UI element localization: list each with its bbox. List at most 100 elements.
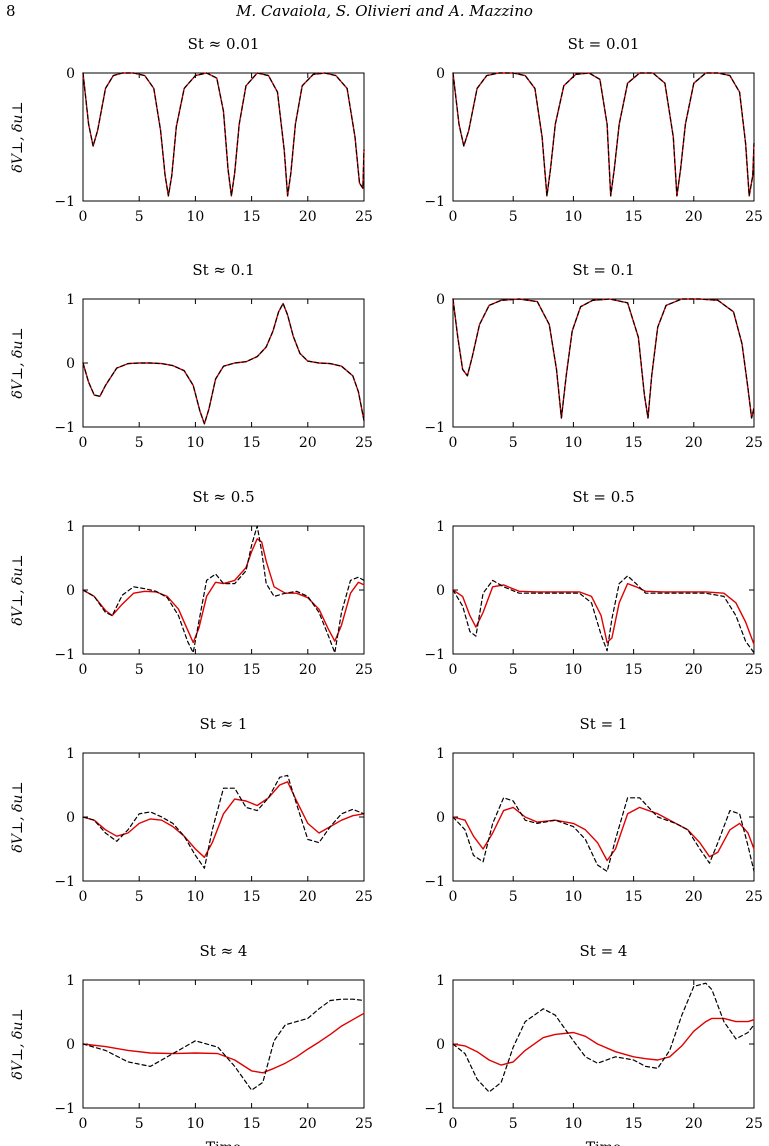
y-tick-label: 0 (66, 66, 75, 82)
x-tick-label: 5 (509, 1116, 518, 1132)
x-tick-label: 25 (745, 435, 763, 451)
y-axis-label: δV⊥, δu⊥ (10, 554, 26, 625)
series-line-model (452, 806, 755, 862)
x-tick-label: 0 (79, 889, 88, 905)
y-tick-label: 1 (66, 746, 75, 762)
x-tick-label: 10 (186, 889, 204, 905)
x-axis-label: Time (206, 1140, 241, 1146)
series-line-reference (452, 72, 755, 197)
x-tick-label: 10 (564, 435, 582, 451)
x-tick-label: 5 (509, 435, 518, 451)
x-tick-label: 5 (135, 209, 144, 225)
x-tick-label: 20 (685, 1116, 703, 1132)
y-tick-label: 0 (66, 356, 75, 372)
x-tick-label: 25 (355, 889, 373, 905)
plot-frame (82, 525, 365, 655)
series-line-model (452, 582, 755, 646)
x-tick-label: 15 (625, 435, 643, 451)
y-tick-label: −1 (424, 194, 445, 210)
series-line-reference (452, 298, 755, 419)
x-tick-label: 15 (243, 662, 261, 678)
series-line-model (452, 1017, 755, 1066)
x-tick-label: 25 (745, 889, 763, 905)
x-tick-label: 10 (564, 1116, 582, 1132)
x-tick-label: 15 (625, 662, 643, 678)
chart-title: St = 0.01 (568, 35, 640, 53)
y-tick-label: 0 (436, 1037, 445, 1053)
x-tick-label: 5 (509, 209, 518, 225)
plot-frame (82, 752, 365, 882)
chart-title: St ≈ 1 (200, 715, 248, 733)
x-tick-label: 0 (79, 662, 88, 678)
y-tick-label: −1 (54, 1101, 75, 1117)
x-tick-label: 15 (243, 209, 261, 225)
x-tick-label: 25 (355, 662, 373, 678)
chart-panel-6: St = 0.50 5 10 15 20 25−101 (424, 488, 763, 678)
y-tick-label: 1 (66, 292, 75, 308)
y-axis-label: δV⊥, δu⊥ (10, 781, 26, 852)
x-tick-label: 5 (509, 662, 518, 678)
plot-frame (452, 525, 755, 655)
plot-frame (452, 298, 755, 428)
x-tick-label: 20 (299, 209, 317, 225)
x-tick-label: 5 (135, 889, 144, 905)
x-tick-label: 25 (745, 662, 763, 678)
x-tick-label: 15 (625, 209, 643, 225)
y-tick-label: −1 (54, 194, 75, 210)
series-line-reference (82, 302, 365, 425)
y-tick-label: −1 (424, 420, 445, 436)
series-line-reference (82, 774, 365, 869)
x-tick-label: 20 (299, 435, 317, 451)
x-tick-label: 20 (685, 889, 703, 905)
x-tick-label: 20 (299, 1116, 317, 1132)
x-tick-label: 20 (299, 889, 317, 905)
y-tick-label: 1 (66, 519, 75, 535)
y-axis-label: δV⊥, δu⊥ (10, 327, 26, 398)
y-tick-label: −1 (54, 874, 75, 890)
y-tick-label: 1 (436, 746, 445, 762)
series-line-model (82, 72, 365, 197)
chart-title: St = 0.5 (572, 488, 634, 506)
x-tick-label: 0 (449, 662, 458, 678)
plot-frame (452, 979, 755, 1109)
chart-title: St = 4 (580, 942, 628, 960)
running-head: M. Cavaiola, S. Olivieri and A. Mazzino (236, 2, 533, 20)
y-axis-label: δV⊥, δu⊥ (10, 101, 26, 172)
y-tick-label: 0 (436, 583, 445, 599)
x-tick-label: 10 (186, 209, 204, 225)
x-tick-label: 10 (186, 662, 204, 678)
series-line-model (82, 538, 365, 644)
y-tick-label: 1 (436, 973, 445, 989)
x-tick-label: 5 (135, 1116, 144, 1132)
series-line-reference (452, 797, 755, 873)
x-tick-label: 10 (564, 209, 582, 225)
y-tick-label: 1 (66, 973, 75, 989)
page-number: 8 (6, 2, 16, 20)
x-tick-label: 0 (449, 1116, 458, 1132)
x-tick-label: 20 (685, 209, 703, 225)
x-tick-label: 25 (745, 209, 763, 225)
x-tick-label: 5 (509, 889, 518, 905)
y-tick-label: −1 (424, 1101, 445, 1117)
x-tick-label: 10 (564, 889, 582, 905)
x-tick-label: 20 (685, 662, 703, 678)
series-line-model (452, 72, 755, 197)
y-axis-label: δV⊥, δu⊥ (10, 1008, 26, 1079)
plot-frame (82, 979, 365, 1109)
x-tick-label: 15 (243, 1116, 261, 1132)
chart-title: St = 0.1 (572, 261, 634, 279)
x-tick-label: 0 (79, 1116, 88, 1132)
series-line-reference (452, 982, 755, 1093)
plot-frame (82, 72, 365, 202)
x-tick-label: 20 (685, 435, 703, 451)
x-axis-label: Time (586, 1140, 621, 1146)
y-tick-label: 1 (436, 519, 445, 535)
x-tick-label: 0 (79, 209, 88, 225)
x-tick-label: 20 (299, 662, 317, 678)
x-tick-label: 0 (449, 209, 458, 225)
